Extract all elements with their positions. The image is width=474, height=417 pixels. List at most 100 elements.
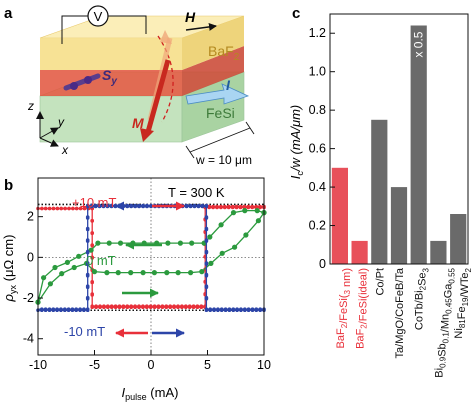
series-point-0 bbox=[211, 204, 215, 209]
series-point-0 bbox=[199, 305, 204, 310]
series-point-2 bbox=[85, 226, 90, 231]
panel-a-label: a bbox=[4, 5, 13, 22]
series-point-1 bbox=[232, 244, 238, 250]
series-point-0 bbox=[180, 305, 184, 310]
c-y-tick-label: 0.4 bbox=[309, 180, 326, 194]
spin-label: Sy bbox=[102, 67, 117, 87]
series-point-0 bbox=[164, 305, 169, 310]
series-point-1 bbox=[71, 264, 77, 271]
panel-c-bars: x 0.5 bbox=[331, 25, 467, 264]
series-point-1 bbox=[243, 232, 249, 238]
y-tick-label: 0 bbox=[27, 250, 34, 264]
voltmeter-wire-right bbox=[108, 15, 147, 34]
series-point-2 bbox=[82, 307, 86, 312]
series-point-0 bbox=[129, 305, 133, 310]
fesi-label: FeSi bbox=[206, 105, 235, 121]
series-point-2 bbox=[196, 203, 201, 208]
series-point-2 bbox=[78, 307, 82, 312]
series-point-2 bbox=[47, 307, 52, 312]
series-point-2 bbox=[85, 203, 90, 208]
series-point-0 bbox=[90, 219, 94, 223]
c-y-tick-label: 0.2 bbox=[309, 219, 326, 233]
series-point-1 bbox=[151, 270, 157, 276]
annotation-plus10mT: +10 mT bbox=[72, 195, 116, 210]
series-point-0 bbox=[90, 280, 94, 285]
series-point-0 bbox=[71, 206, 75, 211]
magnetization-arrowhead bbox=[140, 128, 154, 142]
series-point-2 bbox=[74, 307, 78, 312]
series-point-0 bbox=[176, 305, 180, 310]
series-point-2 bbox=[66, 307, 71, 312]
series-point-2 bbox=[184, 203, 189, 208]
series-point-0 bbox=[106, 305, 110, 310]
series-point-0 bbox=[195, 305, 200, 310]
series-point-0 bbox=[117, 305, 122, 310]
series-point-0 bbox=[94, 305, 98, 310]
series-point-2 bbox=[216, 307, 220, 312]
series-point-2 bbox=[101, 203, 106, 208]
series-point-1 bbox=[207, 234, 213, 240]
series-point-0 bbox=[223, 204, 227, 209]
panel-b-xlabel: Ipulse (mA) bbox=[122, 385, 179, 402]
series-point-1 bbox=[117, 240, 124, 246]
c-y-tick-label: 1.0 bbox=[309, 65, 326, 79]
series-point-1 bbox=[115, 270, 121, 276]
series-point-2 bbox=[63, 307, 67, 312]
baf2-front-face bbox=[40, 38, 182, 70]
annotation-0mT: 0 mT bbox=[86, 253, 116, 268]
series-point-1 bbox=[76, 253, 82, 259]
y-tick-label: -2 bbox=[23, 291, 34, 305]
series-point-0 bbox=[242, 204, 247, 209]
series-point-2 bbox=[200, 203, 205, 208]
x-axis-arrow bbox=[39, 137, 59, 147]
width-tick-left bbox=[185, 145, 195, 159]
series-point-2 bbox=[85, 272, 90, 277]
series-point-0 bbox=[67, 206, 71, 211]
series-point-0 bbox=[141, 305, 145, 310]
series-point-0 bbox=[113, 305, 118, 310]
category-label-2: Co/Pt bbox=[374, 268, 386, 296]
panel-b-label: b bbox=[4, 177, 13, 194]
current-arrow bbox=[185, 83, 250, 105]
bar-scale-annotation: x 0.5 bbox=[412, 31, 426, 57]
magnetization-label: M bbox=[132, 115, 144, 131]
series-point-2 bbox=[212, 307, 216, 312]
panel-c-frame bbox=[329, 13, 469, 265]
series-point-0 bbox=[226, 204, 231, 209]
series-point-2 bbox=[204, 261, 209, 265]
series-point-0 bbox=[172, 305, 176, 310]
series-point-2 bbox=[204, 284, 209, 289]
series-point-0 bbox=[246, 204, 251, 209]
series-point-0 bbox=[250, 204, 254, 209]
field-arrow bbox=[185, 22, 217, 31]
series-point-0 bbox=[238, 204, 243, 209]
series-point-2 bbox=[254, 307, 259, 312]
series-point-1 bbox=[242, 208, 248, 214]
series-point-2 bbox=[204, 307, 209, 312]
series-point-0 bbox=[148, 305, 153, 310]
y-tick-label: 2 bbox=[27, 210, 34, 224]
series-point-0 bbox=[219, 204, 223, 209]
series-point-1 bbox=[177, 240, 183, 246]
series-point-2 bbox=[204, 215, 209, 219]
series-point-0 bbox=[207, 204, 211, 209]
width-tick-right bbox=[245, 121, 255, 135]
series-point-1 bbox=[189, 240, 195, 246]
series-point-0 bbox=[184, 305, 188, 310]
series-point-0 bbox=[78, 206, 83, 211]
y-axis-label: y bbox=[57, 115, 65, 129]
interface-side bbox=[182, 46, 244, 96]
series-point-1 bbox=[64, 259, 70, 265]
voltmeter-label: V bbox=[94, 9, 103, 24]
category-label-6: Ni81Fe19/WTe2 bbox=[453, 267, 473, 338]
bar-6 bbox=[450, 214, 467, 264]
series-point-2 bbox=[192, 203, 197, 208]
field-label: H bbox=[185, 9, 196, 25]
series-point-1 bbox=[254, 208, 260, 214]
series-point-2 bbox=[85, 261, 90, 265]
series-point-0 bbox=[59, 206, 63, 211]
y-tick-label: -4 bbox=[23, 332, 34, 346]
x-tick-label: -5 bbox=[89, 358, 100, 372]
series-point-2 bbox=[204, 272, 209, 277]
current-label: I bbox=[226, 77, 231, 93]
